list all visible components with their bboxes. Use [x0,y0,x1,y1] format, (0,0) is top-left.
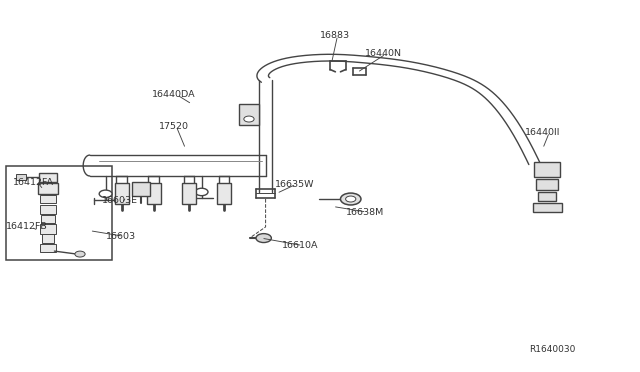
Bar [536,179,558,190]
Text: 16412FA: 16412FA [13,178,54,187]
Circle shape [346,196,356,202]
Text: 16412FB: 16412FB [6,222,48,231]
Bar [41,215,55,223]
Text: 16603E: 16603E [102,196,138,205]
Circle shape [99,190,112,198]
Bar [16,174,26,180]
Circle shape [256,234,271,243]
Bar [239,104,259,125]
Circle shape [340,193,361,205]
Text: 16883: 16883 [320,31,350,40]
Bar [40,224,56,234]
Text: 17520: 17520 [159,122,189,131]
Bar [132,182,150,196]
Text: 16610A: 16610A [282,241,318,250]
Text: 16440II: 16440II [525,128,560,137]
Bar [147,183,161,204]
Bar [42,234,54,243]
Bar [40,195,56,203]
Bar [182,183,196,204]
Text: 16635W: 16635W [275,180,315,189]
Bar [38,183,58,194]
Text: 16603: 16603 [106,232,136,241]
Circle shape [244,116,254,122]
Bar [534,162,560,177]
Bar [115,183,129,204]
Bar [40,244,56,252]
Bar [532,203,562,212]
Circle shape [195,188,208,196]
Text: 16440N: 16440N [365,49,402,58]
Bar [40,205,56,214]
Bar [538,192,556,201]
Text: 16440DA: 16440DA [152,90,196,99]
Text: R1640030: R1640030 [530,345,576,354]
Text: 16638M: 16638M [346,208,384,217]
Bar [39,173,57,182]
Bar [6,166,112,260]
Circle shape [75,251,85,257]
Bar [217,183,231,204]
